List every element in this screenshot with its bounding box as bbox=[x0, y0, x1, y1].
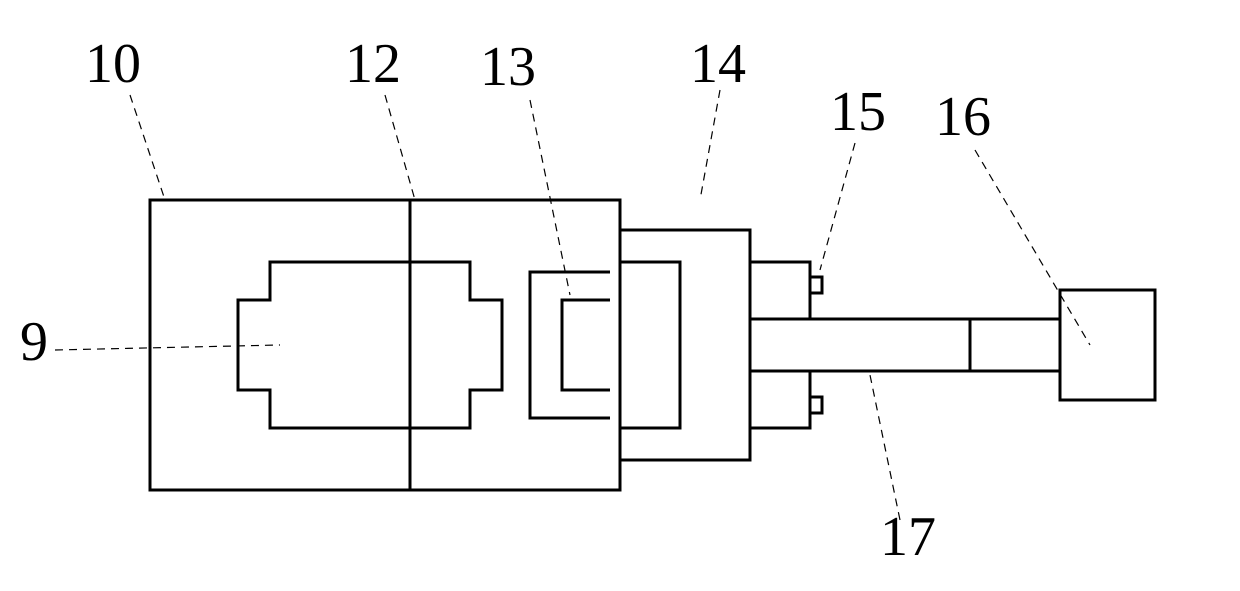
label-13: 13 bbox=[480, 36, 536, 98]
label-9: 9 bbox=[20, 311, 48, 373]
label-16: 16 bbox=[935, 86, 991, 148]
label-10: 10 bbox=[85, 33, 141, 95]
label-17: 17 bbox=[880, 506, 936, 568]
label-14: 14 bbox=[690, 33, 746, 95]
label-12: 12 bbox=[345, 33, 401, 95]
label-15: 15 bbox=[830, 81, 886, 143]
